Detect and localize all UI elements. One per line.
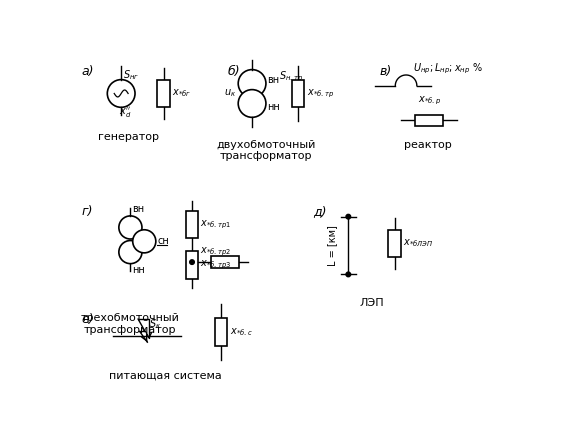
Text: $x_{*б.тр3}$: $x_{*б.тр3}$ xyxy=(201,259,232,271)
Text: $x_{*б.тр2}$: $x_{*б.тр2}$ xyxy=(201,245,232,258)
Bar xyxy=(211,256,239,268)
Text: $x_{*бг}$: $x_{*бг}$ xyxy=(172,88,191,99)
Bar xyxy=(215,318,228,346)
Text: б): б) xyxy=(228,65,240,78)
Text: трехобмоточный
трансформатор: трехобмоточный трансформатор xyxy=(81,313,180,334)
Text: д): д) xyxy=(313,205,327,218)
Text: генератор: генератор xyxy=(98,132,159,142)
Text: $x_{*б.с}$: $x_{*б.с}$ xyxy=(230,326,252,338)
Text: $U_{нр}; L_{нр}; x_{нр}$ %: $U_{нр}; L_{нр}; x_{нр}$ % xyxy=(413,62,483,76)
Text: нн: нн xyxy=(268,102,280,112)
Text: а): а) xyxy=(81,65,93,78)
Text: $x_{*б.р}$: $x_{*б.р}$ xyxy=(417,94,441,106)
Bar xyxy=(292,80,305,107)
Bar xyxy=(158,80,170,107)
Text: вн: вн xyxy=(132,204,144,214)
Text: $S_{нг}$: $S_{нг}$ xyxy=(123,68,139,82)
Circle shape xyxy=(119,216,142,239)
Circle shape xyxy=(346,272,350,277)
Text: $S_к$: $S_к$ xyxy=(149,317,161,331)
Bar xyxy=(186,210,198,238)
Text: в): в) xyxy=(379,65,392,78)
Circle shape xyxy=(238,89,266,117)
Text: двухобмоточный
трансформатор: двухобмоточный трансформатор xyxy=(216,140,316,161)
Text: нн: нн xyxy=(132,265,145,275)
Text: $x_{*б.тр1}$: $x_{*б.тр1}$ xyxy=(201,218,232,230)
Bar xyxy=(415,115,443,126)
Text: $x_d''$: $x_d''$ xyxy=(119,105,131,120)
Text: $x_{*бЛЭП}$: $x_{*бЛЭП}$ xyxy=(403,238,433,250)
Circle shape xyxy=(346,214,350,219)
Text: ЛЭП: ЛЭП xyxy=(359,297,384,308)
Text: реактор: реактор xyxy=(404,140,452,150)
Circle shape xyxy=(190,260,194,265)
Text: питающая система: питающая система xyxy=(109,371,222,381)
Circle shape xyxy=(119,241,142,264)
Text: $u_к$: $u_к$ xyxy=(225,88,236,99)
Text: е): е) xyxy=(81,313,93,326)
Text: L = [км]: L = [км] xyxy=(328,225,338,266)
Text: вн: вн xyxy=(268,75,280,85)
Text: г): г) xyxy=(81,205,93,218)
Circle shape xyxy=(133,230,156,253)
Bar xyxy=(388,230,400,257)
Text: сн: сн xyxy=(158,236,169,246)
Circle shape xyxy=(107,80,135,107)
Text: $S_{н.тр}$: $S_{н.тр}$ xyxy=(279,69,303,84)
Text: $x_{*б.тр}$: $x_{*б.тр}$ xyxy=(307,87,334,100)
Circle shape xyxy=(238,69,266,97)
Bar xyxy=(186,251,198,279)
